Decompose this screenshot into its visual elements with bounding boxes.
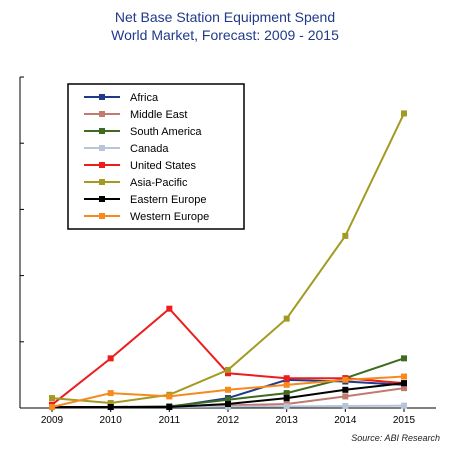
x-tick-label-2009: 2009 (41, 415, 64, 426)
legend-marker-united-states (99, 162, 105, 168)
legend-marker-middle-east (99, 111, 105, 117)
point-western-europe-2010 (107, 390, 114, 397)
legend-label-canada: Canada (130, 143, 169, 155)
legend-box (67, 83, 245, 230)
point-asia-pacific-2015 (401, 110, 407, 117)
chart-title: Net Base Station Equipment Spend (114, 9, 336, 25)
point-eastern-europe-2014 (342, 386, 349, 393)
point-western-europe-2013 (283, 381, 290, 388)
legend-label-western-europe: Western Europe (130, 211, 209, 223)
x-tick-label-2015: 2015 (393, 415, 416, 426)
point-united-states-2011 (166, 305, 173, 312)
point-eastern-europe-2011 (166, 404, 173, 411)
point-western-europe-2015 (401, 373, 407, 380)
point-eastern-europe-2010 (107, 404, 114, 411)
point-south-america-2012 (225, 396, 231, 403)
point-asia-pacific-2009 (49, 395, 55, 402)
point-south-america-2015 (401, 355, 407, 362)
point-united-states-2012 (225, 370, 231, 377)
chart-subtitle: World Market, Forecast: 2009 - 2015 (111, 27, 339, 43)
legend-label-asia-pacific: Asia-Pacific (130, 177, 188, 189)
point-canada-2015 (401, 402, 407, 409)
point-canada-2014 (342, 403, 349, 410)
legend-marker-south-america (99, 128, 105, 134)
point-eastern-europe-2015 (401, 380, 407, 387)
legend-marker-canada (99, 145, 105, 151)
legend-label-united-states: United States (130, 160, 197, 172)
point-asia-pacific-2012 (225, 366, 231, 373)
x-tick-label-2012: 2012 (217, 415, 240, 426)
legend-label-africa: Africa (130, 92, 159, 104)
legend-marker-eastern-europe (99, 196, 105, 202)
source-note: Source: ABI Research (351, 433, 440, 443)
point-united-states-2013 (283, 375, 290, 382)
point-western-europe-2011 (166, 393, 173, 400)
legend-marker-western-europe (99, 213, 105, 219)
point-asia-pacific-2010 (107, 400, 114, 407)
point-united-states-2010 (107, 355, 114, 362)
point-eastern-europe-2012 (225, 401, 231, 408)
legend-label-middle-east: Middle East (130, 109, 187, 121)
legend-label-south-america: South America (130, 126, 202, 138)
point-middle-east-2014 (342, 393, 349, 400)
legend-label-eastern-europe: Eastern Europe (130, 194, 206, 206)
point-middle-east-2015 (401, 385, 407, 392)
point-canada-2013 (283, 403, 290, 410)
point-asia-pacific-2013 (283, 315, 290, 322)
point-asia-pacific-2014 (342, 232, 349, 239)
x-tick-label-2014: 2014 (334, 415, 357, 426)
point-south-america-2013 (283, 390, 290, 397)
point-eastern-europe-2013 (283, 395, 290, 402)
x-tick-label-2011: 2011 (159, 415, 181, 426)
x-tick-label-2010: 2010 (100, 415, 123, 426)
point-western-europe-2009 (49, 404, 55, 411)
legend-marker-asia-pacific (99, 179, 105, 185)
point-western-europe-2014 (342, 376, 349, 383)
x-tick-label-2013: 2013 (276, 415, 299, 426)
point-western-europe-2012 (225, 386, 231, 393)
legend-marker-africa (99, 94, 105, 100)
